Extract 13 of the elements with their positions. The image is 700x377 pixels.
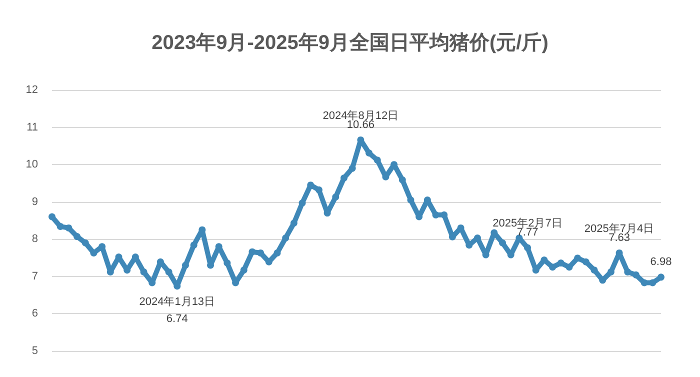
y-tick-label: 5 <box>32 345 38 357</box>
y-tick-label: 8 <box>32 233 38 246</box>
y-tick-label: 11 <box>26 121 38 134</box>
data-label: 7.77 <box>516 226 538 239</box>
y-tick-label: 7 <box>32 270 38 282</box>
y-tick-label: 10 <box>26 158 38 171</box>
y-tick-label: 6 <box>32 308 38 320</box>
chart-title: 2023年9月-2025年9月全国日平均猪价(元/斤) <box>152 31 548 54</box>
y-tick-label: 12 <box>26 84 38 96</box>
data-label: 6.74 <box>166 313 188 326</box>
annotation: 2024年1月13日 <box>139 296 216 308</box>
data-label: 6.98 <box>650 256 672 268</box>
y-tick-label: 9 <box>32 196 38 208</box>
